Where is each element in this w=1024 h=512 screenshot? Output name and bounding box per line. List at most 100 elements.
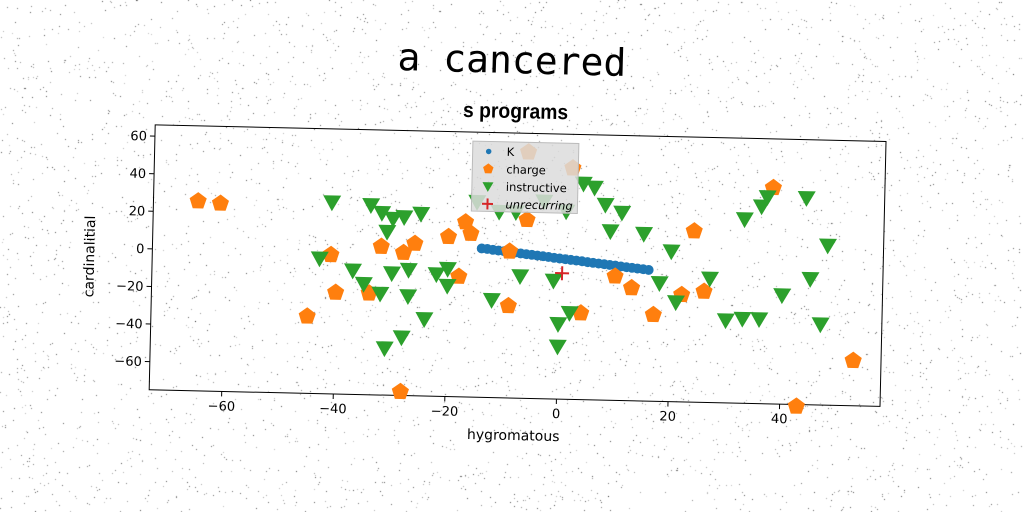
plot-frame (148, 124, 887, 407)
legend-label-unrecurring: unrecurring (505, 197, 573, 213)
point-instructive (811, 317, 830, 334)
y-tick-label: 0 (136, 242, 145, 257)
legend-marker-charge (483, 163, 494, 174)
point-instructive (544, 273, 563, 290)
point-charge (787, 397, 805, 414)
point-instructive (438, 278, 457, 295)
point-instructive (383, 266, 401, 283)
point-instructive (585, 180, 604, 197)
y-tick-label: 40 (129, 167, 146, 182)
axis-ticks: −60 −40 −20 0 20 40 60 40 20 0 −20 −40 −60 (114, 129, 788, 427)
point-instructive (415, 312, 434, 328)
point-instructive (797, 190, 816, 207)
y-tick-label: 20 (129, 204, 146, 219)
point-instructive (399, 289, 418, 306)
point-instructive (375, 341, 394, 358)
point-instructive (427, 267, 446, 284)
point-instructive (395, 210, 414, 226)
point-instructive (323, 195, 342, 212)
point-instructive (511, 269, 530, 286)
legend-label-instructive: instructive (506, 180, 567, 195)
point-charge (322, 245, 340, 263)
point-instructive (482, 292, 501, 309)
point-charge (327, 283, 345, 300)
x-axis-label: hygromatous (467, 427, 560, 445)
point-instructive (662, 244, 681, 261)
point-instructive (801, 271, 820, 288)
point-charge (499, 296, 517, 314)
x-tick-label: −60 (207, 399, 235, 415)
point-charge (518, 210, 536, 228)
point-instructive (438, 261, 457, 278)
point-charge (298, 307, 316, 324)
x-tick-label: −20 (431, 404, 459, 420)
point-instructive (354, 276, 373, 293)
point-charge (462, 224, 480, 241)
point-instructive (596, 197, 615, 214)
x-tick-label: −40 (319, 402, 347, 418)
point-instructive (613, 205, 632, 222)
legend-marker-K (485, 148, 492, 155)
y-tick-label: −40 (115, 317, 143, 333)
y-tick-label: 60 (130, 129, 147, 144)
point-charge (695, 282, 713, 299)
point-instructive (818, 238, 837, 255)
point-unrecurring (555, 266, 570, 281)
data-points (189, 143, 862, 414)
point-instructive (574, 176, 593, 193)
legend-marker-unrecurring (481, 198, 494, 210)
point-instructive (650, 275, 669, 292)
point-instructive (373, 205, 392, 222)
point-charge (685, 222, 703, 239)
point-charge (644, 305, 662, 323)
point-charge (406, 234, 424, 251)
point-charge (622, 278, 641, 296)
point-instructive (378, 224, 397, 241)
y-tick-label: −20 (116, 279, 144, 295)
point-charge (844, 351, 862, 369)
point-instructive (343, 263, 362, 280)
point-instructive (773, 288, 792, 305)
point-charge (211, 194, 229, 211)
point-K (643, 264, 654, 275)
point-charge (391, 382, 409, 400)
point-charge (189, 192, 207, 209)
legend-marker-instructive (482, 182, 494, 192)
point-instructive (716, 313, 735, 330)
point-instructive (412, 206, 431, 223)
legend-label-charge: charge (506, 162, 546, 177)
point-instructive (701, 271, 720, 288)
point-instructive (371, 286, 390, 303)
point-instructive (735, 212, 754, 229)
point-instructive (758, 190, 777, 207)
y-axis-label: cardinalitial (81, 215, 99, 297)
point-instructive (601, 224, 620, 241)
point-instructive (399, 262, 418, 279)
point-instructive (384, 211, 403, 228)
point-instructive (548, 339, 567, 356)
point-charge (501, 242, 519, 259)
point-instructive (667, 295, 685, 312)
point-charge (372, 237, 390, 254)
legend-label-K: K (507, 145, 515, 159)
y-tick-label: −60 (114, 354, 142, 370)
point-instructive (362, 198, 381, 214)
point-charge (440, 227, 458, 245)
point-charge (606, 267, 624, 284)
point-instructive (750, 312, 769, 329)
point-instructive (392, 330, 411, 347)
point-instructive (310, 251, 329, 268)
point-instructive (560, 305, 579, 322)
point-instructive (549, 316, 568, 333)
x-tick-label: 0 (552, 407, 561, 422)
legend-box (470, 140, 580, 214)
point-instructive (635, 226, 654, 243)
point-instructive (733, 311, 752, 328)
x-tick-label: 20 (659, 409, 676, 424)
point-charge (394, 243, 413, 261)
x-tick-label: 40 (771, 412, 788, 427)
chart-title: s programs (463, 99, 569, 124)
